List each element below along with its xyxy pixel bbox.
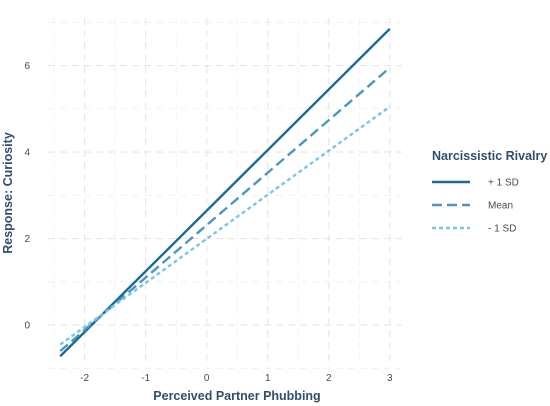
series-line-3 (59, 105, 391, 346)
x-tick-label: 0 (204, 373, 210, 384)
legend-label-2: Mean (488, 201, 513, 212)
y-tick-label: 4 (24, 148, 30, 159)
x-tick-label: -2 (80, 373, 89, 384)
y-tick-label: 6 (24, 61, 30, 72)
y-tick-labels: 0 2 4 6 (24, 61, 30, 332)
x-tick-label: 1 (265, 373, 271, 384)
y-axis-title: Response: Curiosity (1, 132, 15, 254)
legend-label-1: + 1 SD (488, 178, 519, 189)
x-tick-label: 3 (387, 373, 393, 384)
x-tick-label: -1 (141, 373, 150, 384)
x-tick-labels: -2 -1 0 1 2 3 (80, 373, 393, 384)
legend: Narcissistic Rivalry + 1 SD Mean - 1 SD (432, 149, 547, 235)
series-line-1 (59, 27, 391, 358)
y-tick-label: 2 (24, 234, 30, 245)
series-lines (59, 27, 391, 358)
x-axis-title: Perceived Partner Phubbing (153, 389, 320, 403)
legend-items: + 1 SD Mean - 1 SD (432, 178, 519, 235)
legend-label-3: - 1 SD (488, 224, 516, 235)
legend-title: Narcissistic Rivalry (432, 149, 547, 163)
series-line-2 (59, 66, 391, 352)
y-tick-label: 0 (24, 321, 30, 332)
x-tick-label: 2 (326, 373, 332, 384)
